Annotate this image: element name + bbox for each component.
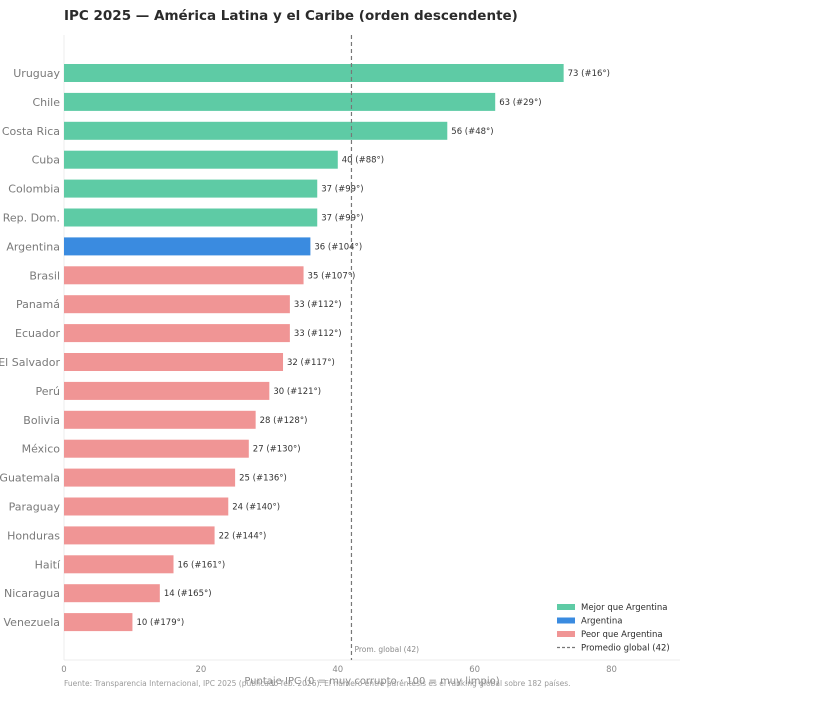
x-tick-label-40: 40 xyxy=(332,665,343,675)
value-label-panama: 33 (#112°) xyxy=(294,300,342,310)
category-label-paraguay: Paraguay xyxy=(9,501,61,514)
x-axis-ticks: 0 20 40 60 80 xyxy=(61,665,617,675)
legend-label-promedio-global-42: Promedio global (42) xyxy=(581,644,670,654)
value-label-guatemala: 25 (#136°) xyxy=(239,474,287,484)
category-label-haiti: Haití xyxy=(35,558,61,571)
bar-bolivia xyxy=(64,410,256,429)
category-label-guatemala: Guatemala xyxy=(0,472,60,485)
legend-swatch-argentina xyxy=(557,617,575,624)
legend-swatch-mejor-que-argentina xyxy=(557,604,575,610)
category-label-honduras: Honduras xyxy=(7,529,60,542)
chart-title: IPC 2025 — América Latina y el Caribe (o… xyxy=(64,8,518,24)
bar-peru xyxy=(64,381,270,400)
value-label-rep-dom: 37 (#99°) xyxy=(321,214,363,224)
value-label-uruguay: 73 (#16°) xyxy=(568,69,610,79)
category-label-mexico: México xyxy=(22,443,61,456)
value-label-peru: 30 (#121°) xyxy=(273,387,321,397)
reference-line-group: Prom. global (42) xyxy=(350,35,419,660)
value-label-argentina: 36 (#104°) xyxy=(314,242,362,252)
value-label-cuba: 40 (#88°) xyxy=(342,156,384,166)
bar-honduras xyxy=(64,526,215,545)
value-label-ecuador: 33 (#112°) xyxy=(294,329,342,339)
bar-haiti xyxy=(64,555,174,574)
legend-label-peor-que-argentina: Peor que Argentina xyxy=(581,630,663,640)
legend-label-mejor-que-argentina: Mejor que Argentina xyxy=(581,603,668,613)
bar-nicaragua xyxy=(64,584,160,603)
category-label-venezuela: Venezuela xyxy=(4,616,61,629)
x-tick-label-0: 0 xyxy=(61,665,66,675)
value-labels: 73 (#16°) 63 (#29°) 56 (#48°) 40 (#88°) 37 (… xyxy=(136,69,610,628)
global-average-label: Prom. global (42) xyxy=(354,645,419,654)
category-label-costa-rica: Costa Rica xyxy=(2,125,60,138)
category-label-uruguay: Uruguay xyxy=(13,67,60,80)
category-label-chile: Chile xyxy=(32,96,60,109)
value-label-chile: 63 (#29°) xyxy=(499,98,541,108)
x-axis-label: Puntaje IPC (0 = muy corrupto · 100 = mu… xyxy=(244,676,499,687)
bar-venezuela xyxy=(64,613,133,632)
bar-mexico xyxy=(64,439,249,458)
bar-guatemala xyxy=(64,468,236,487)
bar-chile xyxy=(64,92,496,111)
value-label-haiti: 16 (#161°) xyxy=(178,560,226,570)
bar-panama xyxy=(64,295,290,314)
category-labels: Uruguay Chile Costa Rica Cuba Colombia Rep. D… xyxy=(0,67,61,629)
bar-paraguay xyxy=(64,497,229,516)
bar-brasil xyxy=(64,266,304,285)
value-label-mexico: 27 (#130°) xyxy=(253,445,301,455)
value-label-el-salvador: 32 (#117°) xyxy=(287,358,335,368)
category-label-ecuador: Ecuador xyxy=(15,327,60,340)
legend-label-argentina: Argentina xyxy=(581,617,622,627)
legend-swatch-peor-que-argentina xyxy=(557,631,575,637)
x-tick-label-20: 20 xyxy=(195,665,206,675)
category-label-argentina: Argentina xyxy=(6,240,60,253)
value-label-paraguay: 24 (#140°) xyxy=(232,503,280,513)
value-label-venezuela: 10 (#179°) xyxy=(136,618,184,628)
value-label-colombia: 37 (#99°) xyxy=(321,185,363,195)
bar-ecuador xyxy=(64,324,290,343)
bar-el-salvador xyxy=(64,353,284,371)
bar-cuba xyxy=(64,150,338,169)
category-label-rep-dom: Rep. Dom. xyxy=(3,212,60,225)
value-label-bolivia: 28 (#128°) xyxy=(260,416,308,426)
category-label-colombia: Colombia xyxy=(8,183,60,196)
source-caption: Fuente: Transparencia Internacional, IPC… xyxy=(64,679,571,688)
value-label-honduras: 22 (#144°) xyxy=(219,531,267,541)
bars-group xyxy=(64,64,564,632)
legend: Mejor que Argentina Argentina Peor que Arg… xyxy=(557,603,670,654)
category-label-cuba: Cuba xyxy=(32,154,60,167)
bar-colombia xyxy=(64,179,318,198)
bar-argentina xyxy=(64,237,311,256)
category-label-bolivia: Bolivia xyxy=(23,414,60,427)
bar-rep-dom xyxy=(64,208,318,227)
value-label-nicaragua: 14 (#165°) xyxy=(164,589,212,599)
value-label-costa-rica: 56 (#48°) xyxy=(451,127,493,137)
category-label-el-salvador: El Salvador xyxy=(0,356,60,369)
x-tick-label-60: 60 xyxy=(469,665,480,675)
bar-uruguay xyxy=(64,64,564,82)
category-label-panama: Panamá xyxy=(16,298,60,311)
x-tick-label-80: 80 xyxy=(606,665,617,675)
category-label-peru: Perú xyxy=(35,385,60,398)
category-label-nicaragua: Nicaragua xyxy=(4,587,60,600)
category-label-brasil: Brasil xyxy=(29,269,60,282)
value-label-brasil: 35 (#107°) xyxy=(308,271,356,281)
bar-costa-rica xyxy=(64,121,448,140)
